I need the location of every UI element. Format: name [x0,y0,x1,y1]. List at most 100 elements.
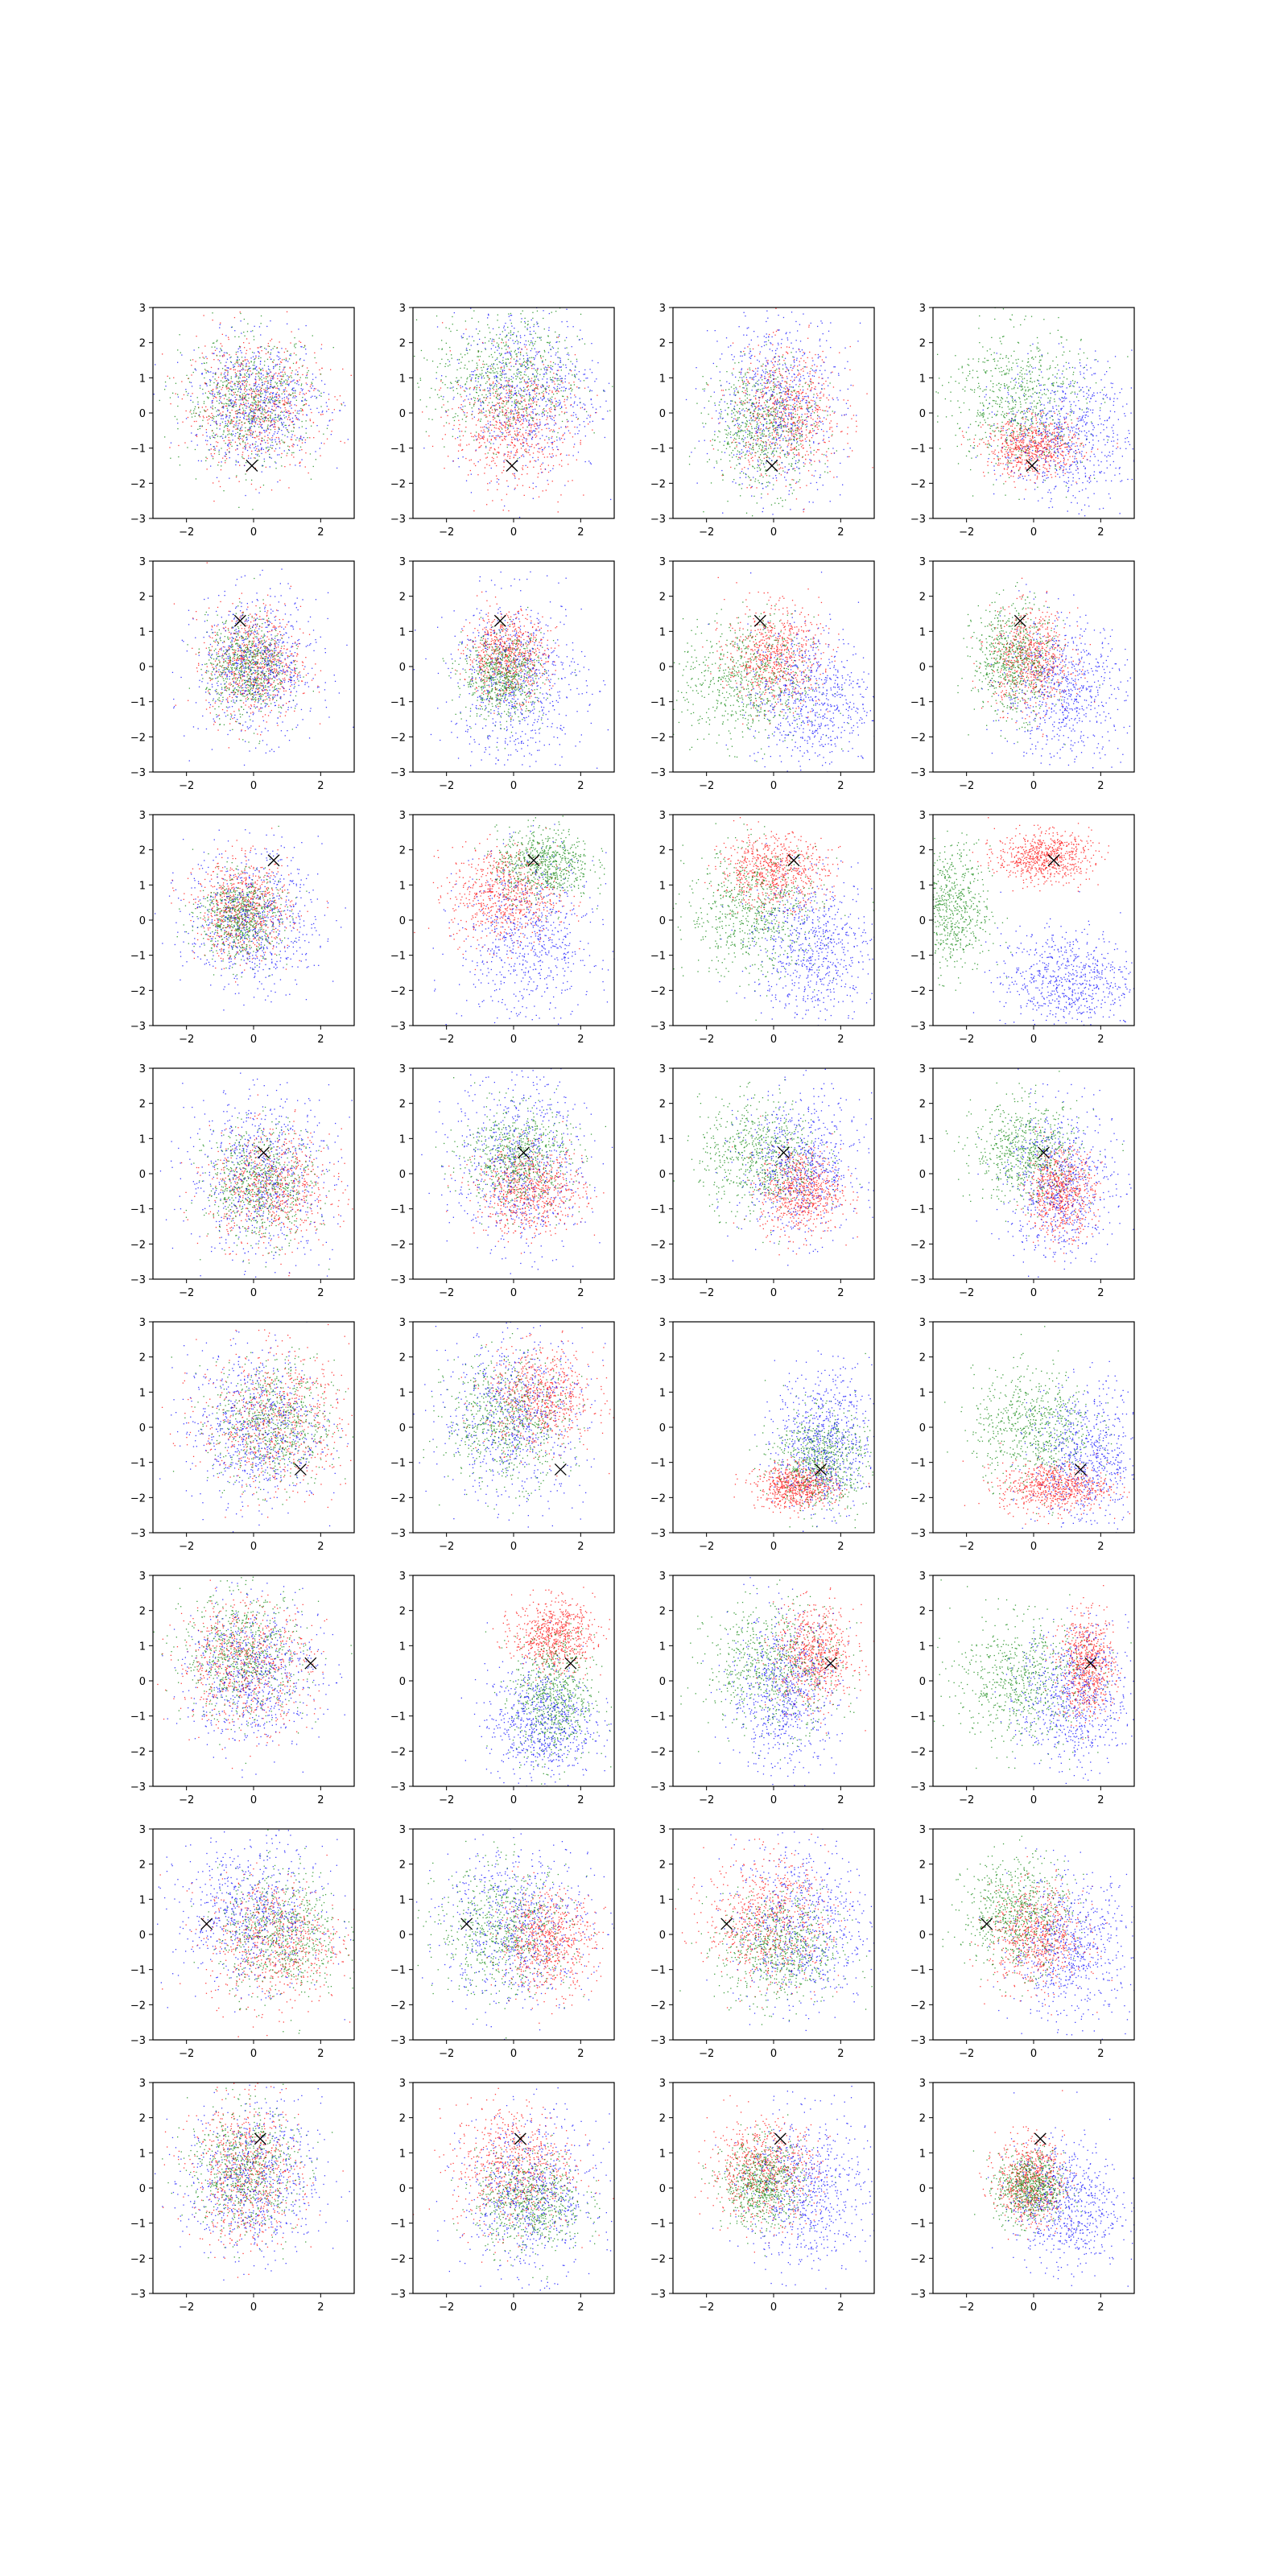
red-point [246,419,247,420]
green-point [469,374,470,375]
red-point [580,407,581,408]
red-point [769,377,770,378]
red-point [779,404,780,405]
red-point [530,431,531,432]
blue-point [566,367,567,368]
green-point [190,410,191,411]
red-point [307,367,308,368]
blue-point [573,455,574,456]
green-point [787,440,788,441]
green-point [306,432,307,433]
red-point [440,417,441,418]
green-point [567,419,568,420]
red-point [794,436,795,437]
blue-point [235,377,236,378]
green-point [478,350,479,351]
green-point [236,376,237,377]
red-point [239,481,240,482]
green-point [552,377,553,378]
blue-point [233,424,234,425]
blue-point [232,390,233,391]
red-point [321,368,322,369]
blue-point [315,451,316,452]
green-point [262,393,263,394]
blue-point [498,479,499,480]
red-point [508,510,509,511]
blue-point [254,426,255,427]
red-point [233,417,234,418]
red-point [473,463,474,464]
blue-point [248,403,249,404]
blue-point [233,403,234,404]
green-point [575,377,576,378]
blue-point [299,450,300,451]
green-point [248,421,249,422]
blue-point [529,449,530,450]
blue-point [254,326,255,327]
red-point [574,394,575,395]
red-point [246,350,247,351]
red-point [562,442,563,443]
red-point [525,451,526,452]
blue-point [549,415,550,416]
green-point [288,377,289,378]
blue-point [301,459,302,460]
blue-point [539,406,540,407]
blue-point [533,430,534,431]
red-point [182,422,183,423]
blue-point [296,383,297,384]
green-point [494,352,495,353]
green-point [236,406,237,407]
green-point [235,392,236,393]
blue-point [186,418,187,419]
blue-point [534,331,535,332]
green-point [426,431,427,432]
blue-point [584,405,585,406]
green-point [757,502,758,503]
red-point [295,363,296,364]
red-point [816,424,817,425]
blue-point [520,337,521,338]
red-point [510,358,511,359]
red-point [305,403,306,404]
blue-point [259,408,260,409]
green-point [478,376,479,377]
blue-point [542,385,543,386]
blue-point [280,376,281,377]
green-point [564,413,565,414]
red-point [340,395,341,396]
blue-point [318,412,319,413]
red-point [534,435,535,436]
green-point [543,376,544,377]
blue-point [489,365,490,366]
green-point [252,433,253,434]
red-point [569,432,570,433]
blue-point [476,439,477,440]
red-point [803,511,804,512]
green-point [241,374,242,375]
blue-point [227,367,228,368]
red-point [525,346,526,347]
green-point [414,356,415,357]
red-point [539,424,540,425]
blue-point [258,356,259,357]
red-point [235,369,236,370]
green-point [209,385,210,386]
red-point [282,372,283,373]
red-point [812,400,813,401]
blue-point [244,465,245,466]
green-point [277,382,278,383]
red-point [529,487,530,488]
green-point [235,425,236,426]
red-point [516,402,517,403]
blue-point [280,385,281,386]
green-point [533,357,534,358]
green-point [249,430,250,431]
red-point [822,410,823,411]
blue-point [487,396,488,397]
red-point [481,438,482,439]
red-point [279,443,280,444]
blue-point [589,422,590,423]
blue-point [508,397,509,398]
green-point [272,442,273,443]
